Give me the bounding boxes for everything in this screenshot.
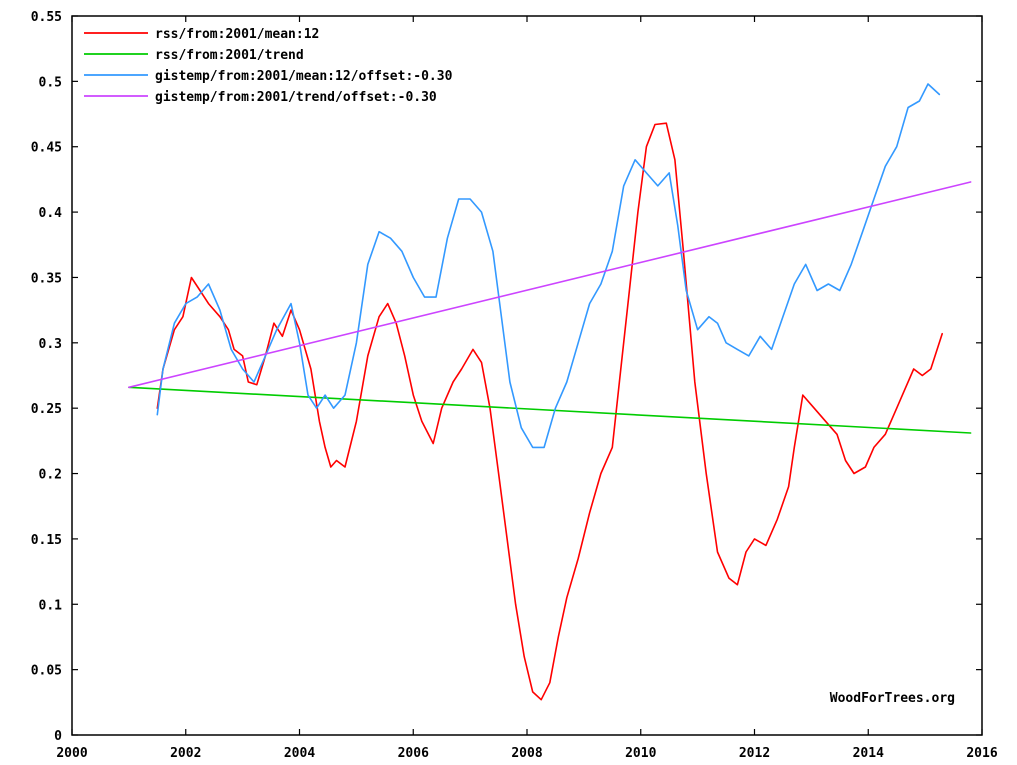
y-tick-label: 0.4 [39,206,63,221]
y-tick-label: 0.55 [31,10,62,25]
y-tick-label: 0.25 [31,402,62,417]
y-tick-label: 0.35 [31,271,62,286]
x-tick-label: 2014 [853,746,884,761]
x-tick-label: 2008 [511,746,542,761]
x-tick-label: 2012 [739,746,770,761]
x-tick-label: 2000 [56,746,87,761]
x-tick-label: 2004 [284,746,315,761]
x-tick-label: 2010 [625,746,656,761]
x-tick-label: 2002 [170,746,201,761]
y-tick-label: 0.05 [31,664,62,679]
legend-label: gistemp/from:2001/mean:12/offset:-0.30 [155,69,453,84]
series-line-2 [156,83,941,449]
series-layer [128,83,972,701]
watermark: WoodForTrees.org [830,691,955,706]
series-line-1 [128,386,972,434]
y-tick-label: 0.45 [31,141,62,156]
legend-label: rss/from:2001/trend [155,48,304,63]
legend: rss/from:2001/mean:12 rss/from:2001/trend… [84,27,453,105]
legend-label: gistemp/from:2001/trend/offset:-0.30 [155,90,437,105]
y-tick-label: 0 [54,729,62,744]
y-tick-label: 0.2 [39,468,62,483]
series-line-0 [156,122,943,701]
y-tick-label: 0.3 [39,337,62,352]
y-tick-label: 0.5 [39,75,62,90]
x-tick-label: 2016 [966,746,997,761]
series-line-3 [128,181,972,389]
y-tick-label: 0.1 [39,598,63,613]
y-tick-label: 0.15 [31,533,62,548]
legend-label: rss/from:2001/mean:12 [155,27,319,42]
x-axis: 2000 2002 2004 2006 2008 2010 2012 2014 2016 [56,16,998,761]
x-tick-label: 2006 [398,746,429,761]
y-axis: 0 0.05 0.1 0.15 0.2 0.25 0.3 0.35 0.4 0.45 0.5 0.55 [31,10,982,744]
